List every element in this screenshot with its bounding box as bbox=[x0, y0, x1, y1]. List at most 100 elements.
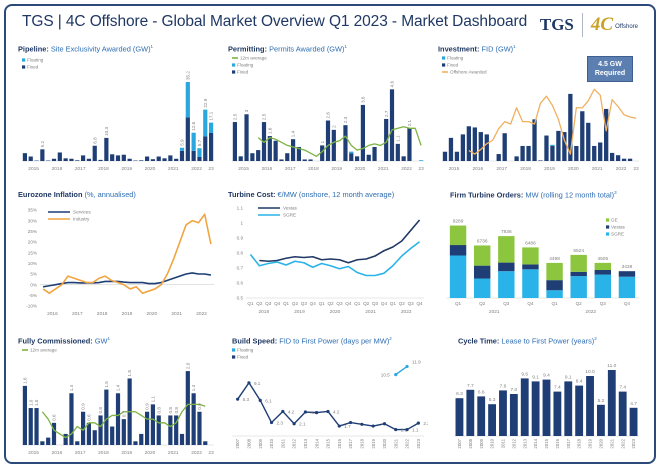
footnote-marker: 1 bbox=[150, 44, 154, 49]
point-fixed bbox=[269, 420, 274, 425]
bar-ge bbox=[473, 245, 491, 266]
x-group-label: 2018 bbox=[98, 450, 109, 456]
bar-value bbox=[542, 379, 551, 436]
bar-fixed bbox=[127, 158, 132, 161]
bar-sgre bbox=[570, 276, 587, 298]
x-group-label: 2019 bbox=[294, 309, 305, 315]
dashboard-frame bbox=[4, 4, 656, 464]
legend-swatch bbox=[606, 225, 610, 229]
panel-investment: Investment: FID (GW)1 2015 2016 2017 2018 20… bbox=[438, 44, 643, 174]
bar-fixed bbox=[389, 89, 395, 161]
data-label: 9.4 bbox=[543, 373, 550, 379]
data-label: 1.8 bbox=[127, 370, 132, 377]
x-tick-label: 2007 bbox=[457, 438, 462, 448]
data-label: 5.7 bbox=[197, 139, 202, 146]
y-tick-label: -10% bbox=[26, 304, 37, 309]
x-tick-label: Q1 bbox=[455, 301, 462, 306]
bar-value bbox=[488, 404, 497, 436]
bar-fixed bbox=[57, 152, 62, 161]
bar-fixed bbox=[86, 422, 92, 445]
data-label: 0.8 bbox=[174, 407, 179, 414]
legend-label: Fixed bbox=[447, 63, 459, 68]
x-group-label: 2017 bbox=[75, 450, 86, 456]
data-label: 17.1 bbox=[209, 111, 214, 120]
permitting-chart: 2.5 3 2.5 1.6 1.4 1 2.6 2 2.3 3.6 2.7 4.6 1.1 2.1 2015… bbox=[228, 54, 428, 174]
x-tick-label: 2023 bbox=[631, 438, 636, 448]
x-group-label: 2022 bbox=[191, 166, 202, 172]
bar-sgre bbox=[473, 278, 491, 298]
bar-fixed bbox=[250, 153, 255, 161]
point-floating bbox=[405, 364, 409, 369]
legend-swatch bbox=[606, 232, 610, 236]
bar-fixed bbox=[460, 134, 466, 161]
chart-svg: 5.2 6.8 10.3 5.9 35.2 12.6 5.7 22.917.1 2015 2016… bbox=[22, 58, 214, 172]
footnote-marker: 1 bbox=[107, 336, 111, 341]
inflation-chart: -10% -5% 0% 5% 10% 15% 20% 25% 30% 35% 2016 2017 201… bbox=[18, 200, 218, 320]
point-label: 4.2 bbox=[288, 409, 295, 414]
x-tick-label: 2017 bbox=[348, 438, 353, 448]
bar-fixed bbox=[556, 130, 561, 161]
bar-fixed bbox=[185, 371, 190, 445]
x-group-label: 2016 bbox=[262, 166, 273, 172]
bar-fixed bbox=[191, 393, 196, 445]
bar-value bbox=[586, 376, 594, 436]
point-floating bbox=[394, 373, 398, 377]
bar-vestas bbox=[449, 245, 467, 256]
x-group-label: 2021 bbox=[171, 311, 182, 317]
x-group-label: 23 bbox=[418, 166, 424, 172]
data-label: 3.6 bbox=[361, 96, 366, 103]
legend-label: Vestas bbox=[283, 206, 297, 211]
panel-turbine-orders: Firm Turbine Orders: MW (rolling 12 mont… bbox=[438, 190, 643, 320]
bar-fixed bbox=[442, 151, 448, 161]
data-label: 6.6 bbox=[478, 389, 485, 395]
point-label: 6.3 bbox=[243, 397, 250, 402]
x-tick-label: Q4 bbox=[416, 301, 423, 306]
panel-title: Fully Commissioned: GW1 bbox=[18, 336, 110, 345]
bar-fixed bbox=[609, 152, 615, 161]
bar-fixed bbox=[384, 118, 389, 161]
y-tick-label: 0.5 bbox=[237, 296, 244, 301]
bar-fixed bbox=[98, 415, 103, 445]
y-tick-label: 35% bbox=[28, 208, 37, 213]
x-group-label: 2019 bbox=[122, 311, 133, 317]
legend-label: SGRE bbox=[611, 232, 624, 237]
data-label: 0.8 bbox=[98, 407, 103, 414]
y-tick-label: 30% bbox=[28, 218, 37, 223]
x-group-label: 2018 bbox=[98, 166, 109, 172]
chart-svg: 2.5 3 2.5 1.6 1.4 1 2.6 2 2.3 3.6 2.7 4.6 1.1 2.1 2015… bbox=[232, 56, 424, 172]
page-title: TGS | 4C Offshore - Global Market Overvi… bbox=[22, 13, 528, 30]
bar-fixed bbox=[354, 156, 360, 161]
data-label: 7936 bbox=[501, 229, 512, 235]
bar-fixed bbox=[244, 114, 249, 161]
data-label: 0.8 bbox=[168, 407, 173, 414]
title-bold: Investment: bbox=[438, 44, 480, 54]
bar-value bbox=[575, 385, 584, 436]
bar-fixed bbox=[627, 158, 633, 161]
offshore-logo-text: Offshore bbox=[615, 24, 638, 30]
bar-fixed bbox=[615, 155, 621, 161]
data-label: 4505 bbox=[597, 256, 608, 262]
x-group-label: 2021 bbox=[168, 450, 179, 456]
data-label: 4.6 bbox=[390, 81, 395, 88]
data-label: 2.5 bbox=[233, 113, 238, 120]
x-group-label: 2016 bbox=[47, 311, 58, 317]
line-vestas bbox=[259, 219, 421, 264]
line-12m-average bbox=[41, 403, 206, 439]
bar-fixed bbox=[156, 156, 161, 161]
data-label: 9.1 bbox=[565, 374, 572, 380]
x-tick-label: Q4 bbox=[310, 301, 317, 306]
y-tick-label: 15% bbox=[28, 250, 37, 255]
x-tick-label: Q1 bbox=[247, 301, 254, 306]
bar-fixed bbox=[232, 122, 238, 161]
x-tick-label: Q2 bbox=[256, 301, 263, 306]
chart-svg: 1.61.0 1.00.61.40.90.60.81.51.40.71.80.91… bbox=[22, 348, 214, 456]
x-group-label: 2021 bbox=[489, 309, 500, 315]
x-group-label: 2015 bbox=[28, 166, 39, 172]
bar-value bbox=[477, 396, 486, 436]
bar-fixed bbox=[296, 146, 302, 161]
point-label: 2.3 bbox=[277, 421, 284, 426]
data-label: 9.1 bbox=[532, 374, 539, 380]
bar-fixed bbox=[22, 385, 28, 445]
line-floating bbox=[395, 365, 408, 376]
bar-fixed bbox=[179, 433, 185, 445]
